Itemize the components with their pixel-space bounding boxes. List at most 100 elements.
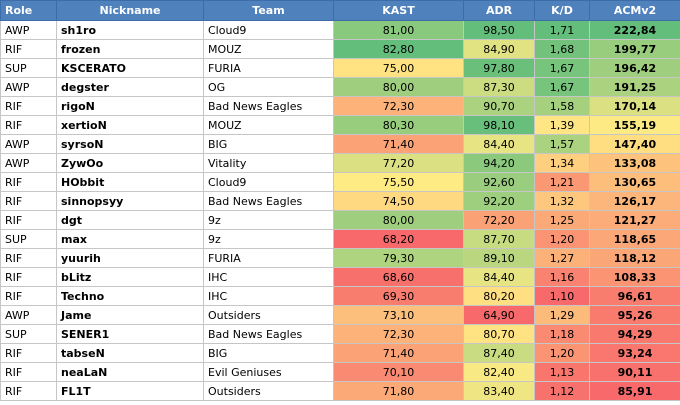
cell-role[interactable]: RIF <box>0 115 57 135</box>
cell-nickname[interactable]: ZywOo <box>56 153 204 173</box>
cell-kast[interactable]: 75,00 <box>333 58 464 78</box>
cell-kd[interactable]: 1,10 <box>534 286 590 306</box>
column-header-adr[interactable]: ADR <box>463 0 535 21</box>
cell-role[interactable]: RIF <box>0 267 57 287</box>
cell-acm[interactable]: 108,33 <box>589 267 680 287</box>
cell-team[interactable]: IHC <box>203 286 334 306</box>
cell-team[interactable]: FURIA <box>203 248 334 268</box>
cell-kd[interactable]: 1,34 <box>534 153 590 173</box>
cell-nickname[interactable]: syrsoN <box>56 134 204 154</box>
cell-adr[interactable]: 84,90 <box>463 39 535 59</box>
cell-team[interactable]: Evil Geniuses <box>203 362 334 382</box>
cell-acm[interactable]: 93,24 <box>589 343 680 363</box>
cell-nickname[interactable]: tabseN <box>56 343 204 363</box>
cell-kd[interactable]: 1,67 <box>534 58 590 78</box>
cell-kd[interactable]: 1,67 <box>534 77 590 97</box>
cell-kast[interactable]: 71,80 <box>333 381 464 401</box>
cell-kast[interactable]: 71,40 <box>333 343 464 363</box>
column-header-acm[interactable]: ACMv2 <box>589 0 680 21</box>
cell-role[interactable]: AWP <box>0 153 57 173</box>
cell-adr[interactable]: 89,10 <box>463 248 535 268</box>
cell-kast[interactable]: 68,20 <box>333 229 464 249</box>
cell-adr[interactable]: 80,20 <box>463 286 535 306</box>
cell-adr[interactable]: 64,90 <box>463 305 535 325</box>
cell-adr[interactable]: 72,20 <box>463 210 535 230</box>
cell-team[interactable]: Bad News Eagles <box>203 324 334 344</box>
cell-acm[interactable]: 90,11 <box>589 362 680 382</box>
cell-role[interactable]: AWP <box>0 134 57 154</box>
cell-nickname[interactable]: xertioN <box>56 115 204 135</box>
cell-team[interactable]: Cloud9 <box>203 172 334 192</box>
column-header-role[interactable]: Role <box>0 0 57 21</box>
cell-team[interactable]: BIG <box>203 134 334 154</box>
cell-acm[interactable]: 130,65 <box>589 172 680 192</box>
cell-kast[interactable]: 69,30 <box>333 286 464 306</box>
cell-nickname[interactable]: neaLaN <box>56 362 204 382</box>
cell-adr[interactable]: 97,80 <box>463 58 535 78</box>
cell-kd[interactable]: 1,32 <box>534 191 590 211</box>
cell-team[interactable]: IHC <box>203 267 334 287</box>
cell-adr[interactable]: 83,40 <box>463 381 535 401</box>
cell-nickname[interactable]: dgt <box>56 210 204 230</box>
cell-role[interactable]: RIF <box>0 210 57 230</box>
cell-acm[interactable]: 118,65 <box>589 229 680 249</box>
cell-kd[interactable]: 1,58 <box>534 96 590 116</box>
cell-role[interactable]: SUP <box>0 229 57 249</box>
cell-kd[interactable]: 1,13 <box>534 362 590 382</box>
cell-kast[interactable]: 75,50 <box>333 172 464 192</box>
cell-acm[interactable]: 222,84 <box>589 20 680 40</box>
cell-nickname[interactable]: frozen <box>56 39 204 59</box>
cell-role[interactable]: SUP <box>0 324 57 344</box>
cell-role[interactable]: RIF <box>0 191 57 211</box>
cell-kd[interactable]: 1,12 <box>534 381 590 401</box>
cell-team[interactable]: Bad News Eagles <box>203 191 334 211</box>
cell-adr[interactable]: 92,20 <box>463 191 535 211</box>
cell-role[interactable]: RIF <box>0 39 57 59</box>
cell-nickname[interactable]: max <box>56 229 204 249</box>
cell-kast[interactable]: 80,00 <box>333 77 464 97</box>
cell-team[interactable]: 9z <box>203 210 334 230</box>
cell-nickname[interactable]: rigoN <box>56 96 204 116</box>
cell-role[interactable]: RIF <box>0 343 57 363</box>
cell-team[interactable]: OG <box>203 77 334 97</box>
cell-team[interactable]: BIG <box>203 343 334 363</box>
cell-acm[interactable]: 133,08 <box>589 153 680 173</box>
cell-kast[interactable]: 80,00 <box>333 210 464 230</box>
cell-adr[interactable]: 82,40 <box>463 362 535 382</box>
cell-kd[interactable]: 1,29 <box>534 305 590 325</box>
cell-adr[interactable]: 98,50 <box>463 20 535 40</box>
column-header-kd[interactable]: K/D <box>534 0 590 21</box>
cell-kd[interactable]: 1,18 <box>534 324 590 344</box>
cell-adr[interactable]: 90,70 <box>463 96 535 116</box>
cell-kd[interactable]: 1,68 <box>534 39 590 59</box>
cell-role[interactable]: AWP <box>0 305 57 325</box>
cell-kd[interactable]: 1,39 <box>534 115 590 135</box>
cell-team[interactable]: MOUZ <box>203 39 334 59</box>
cell-team[interactable]: MOUZ <box>203 115 334 135</box>
cell-adr[interactable]: 84,40 <box>463 267 535 287</box>
cell-kast[interactable]: 73,10 <box>333 305 464 325</box>
column-header-nickname[interactable]: Nickname <box>56 0 204 21</box>
cell-acm[interactable]: 126,17 <box>589 191 680 211</box>
cell-role[interactable]: SUP <box>0 58 57 78</box>
cell-team[interactable]: Outsiders <box>203 305 334 325</box>
cell-team[interactable]: 9z <box>203 229 334 249</box>
cell-kast[interactable]: 81,00 <box>333 20 464 40</box>
cell-team[interactable]: Outsiders <box>203 381 334 401</box>
cell-kast[interactable]: 80,30 <box>333 115 464 135</box>
cell-kast[interactable]: 71,40 <box>333 134 464 154</box>
cell-nickname[interactable]: bLitz <box>56 267 204 287</box>
cell-nickname[interactable]: KSCERATO <box>56 58 204 78</box>
cell-adr[interactable]: 87,40 <box>463 343 535 363</box>
cell-kast[interactable]: 70,10 <box>333 362 464 382</box>
cell-role[interactable]: RIF <box>0 381 57 401</box>
cell-role[interactable]: AWP <box>0 77 57 97</box>
cell-acm[interactable]: 96,61 <box>589 286 680 306</box>
cell-team[interactable]: Bad News Eagles <box>203 96 334 116</box>
cell-acm[interactable]: 118,12 <box>589 248 680 268</box>
cell-acm[interactable]: 170,14 <box>589 96 680 116</box>
cell-team[interactable]: FURIA <box>203 58 334 78</box>
cell-nickname[interactable]: yuurih <box>56 248 204 268</box>
cell-kast[interactable]: 72,30 <box>333 324 464 344</box>
cell-nickname[interactable]: HObbit <box>56 172 204 192</box>
